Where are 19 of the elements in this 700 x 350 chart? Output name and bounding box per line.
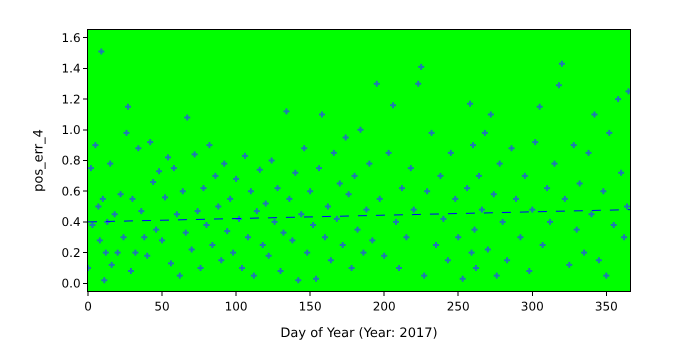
y-tick-label: 0.8: [62, 154, 81, 168]
x-tick-label: 100: [224, 299, 248, 314]
y-tick-label: 1.2: [62, 92, 81, 106]
x-tick-label: 0: [84, 299, 92, 314]
y-tick-label: 0.6: [62, 184, 81, 198]
x-axis-title: Day of Year (Year: 2017): [280, 326, 438, 341]
x-tick-label: 200: [372, 299, 396, 314]
x-tick-label: 50: [154, 299, 170, 314]
x-tick-label: 350: [594, 299, 618, 314]
x-tick-label: 150: [298, 299, 322, 314]
y-tick-label: 1.6: [62, 30, 81, 45]
y-tick-label: 1.4: [62, 62, 81, 76]
y-tick-label: 1.0: [62, 122, 81, 137]
y-tick-label: 0.4: [62, 215, 81, 230]
x-tick-label: 300: [520, 299, 544, 314]
x-tick-label: 250: [446, 299, 470, 314]
y-tick-label: 0.2: [62, 246, 81, 260]
y-tick-label: 0.0: [62, 276, 81, 291]
y-axis-title: pos_err_4: [31, 129, 46, 192]
